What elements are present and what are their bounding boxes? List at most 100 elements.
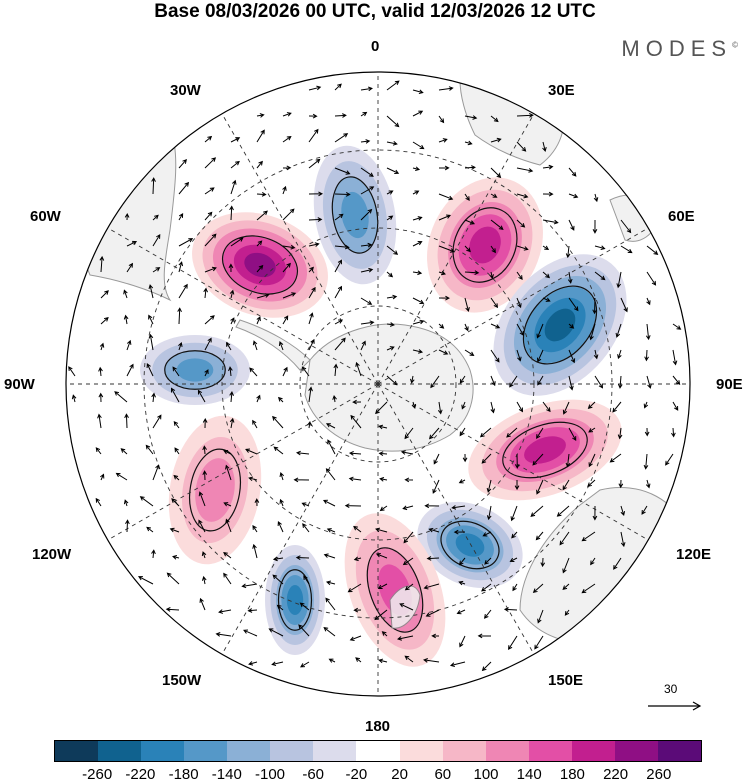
- wind-arrow: [562, 401, 570, 415]
- wind-arrow: [198, 519, 206, 533]
- wind-arrow: [279, 472, 284, 481]
- wind-arrow: [349, 635, 362, 641]
- anomaly-contour: [244, 252, 276, 278]
- colorbar-cell: [270, 741, 314, 761]
- wind-arrow: [453, 529, 466, 535]
- wind-arrow: [536, 427, 544, 440]
- wind-arrow: [404, 477, 414, 483]
- wind-arrow: [438, 193, 454, 201]
- meridian-line: [377, 383, 649, 541]
- wind-arrow: [197, 389, 206, 403]
- wind-arrow: [204, 157, 217, 169]
- latitude-circle: [299, 305, 457, 463]
- wind-arrow: [272, 415, 284, 429]
- wind-arrow: [225, 464, 232, 481]
- wind-arrow: [173, 474, 180, 481]
- wind-arrow: [360, 242, 373, 248]
- wind-arrow: [126, 240, 138, 247]
- wind-arrow: [277, 396, 284, 403]
- colorbar-tick-label: 180: [559, 766, 585, 783]
- wind-arrow: [464, 140, 473, 146]
- wind-arrow: [620, 245, 633, 254]
- wind-arrow: [98, 392, 104, 403]
- wind-arrow: [334, 133, 349, 143]
- anomaly-contour: [455, 533, 485, 557]
- wind-arrow: [404, 427, 414, 440]
- wind-arrow: [490, 167, 502, 179]
- wind-arrow: [564, 609, 570, 616]
- wind-arrow: [276, 604, 284, 611]
- wind-arrow: [671, 427, 676, 438]
- meridian-line: [221, 113, 379, 385]
- brand-name: MODES: [621, 36, 733, 61]
- wind-arrow: [386, 190, 394, 195]
- wind-arrow: [243, 629, 258, 637]
- wind-arrow: [252, 419, 258, 429]
- wind-arrow: [355, 657, 362, 663]
- wind-arrow: [204, 315, 215, 325]
- wind-arrow: [245, 448, 258, 455]
- wind-arrow: [171, 498, 180, 507]
- wind-arrow: [334, 213, 344, 221]
- wind-arrow: [412, 216, 423, 221]
- anomaly-neg-160w: [265, 545, 325, 655]
- wind-arrow: [272, 556, 284, 562]
- wind-arrow: [303, 575, 310, 585]
- wind-arrow: [530, 505, 544, 517]
- colorbar-tick-label: -20: [345, 766, 368, 783]
- wind-arrow: [490, 297, 499, 309]
- wind-arrow: [672, 375, 681, 385]
- wind-arrow: [360, 267, 374, 273]
- wind-arrow: [381, 631, 388, 637]
- wind-arrow: [562, 583, 570, 590]
- wind-arrow: [484, 557, 492, 565]
- wind-arrow: [301, 366, 310, 377]
- wind-arrow: [516, 167, 534, 173]
- colorbar-cell: [141, 741, 185, 761]
- lon-label-90e: 90E: [716, 376, 743, 393]
- wind-arrow: [428, 427, 440, 440]
- anomaly-neg-east-of-0: [313, 145, 397, 285]
- wind-arrow: [204, 135, 213, 143]
- wind-arrow: [412, 89, 424, 95]
- wind-arrow: [594, 271, 606, 281]
- wind-arrow: [612, 401, 622, 413]
- colorbar-cell: [571, 741, 615, 761]
- wind-arrow: [256, 160, 263, 169]
- wind-arrow: [412, 110, 424, 117]
- wind-arrow: [249, 367, 258, 377]
- wind-arrow: [438, 86, 454, 91]
- wind-arrow: [665, 453, 674, 466]
- colorbar-tick-label: 20: [391, 766, 408, 783]
- wind-arrow: [202, 418, 208, 429]
- wind-arrow: [404, 583, 414, 591]
- wind-arrow: [592, 219, 598, 234]
- wind-arrow: [581, 531, 596, 542]
- wind-arrow: [542, 191, 554, 197]
- wind-arrow: [464, 270, 480, 275]
- wind-arrow: [353, 525, 362, 533]
- wind-arrow: [459, 375, 466, 384]
- wind-arrow: [145, 444, 154, 455]
- wind-arrow: [432, 479, 440, 494]
- wind-arrow: [360, 139, 371, 144]
- wind-arrow: [256, 129, 265, 143]
- wind-arrow: [323, 626, 336, 637]
- wind-arrow: [542, 219, 559, 225]
- lon-label-60e: 60E: [668, 208, 695, 225]
- wind-arrow: [334, 337, 346, 351]
- map-boundary: [65, 71, 691, 697]
- wind-arrow: [403, 531, 414, 544]
- wind-arrow: [124, 212, 130, 221]
- colorbar-tick-label: -140: [211, 766, 242, 783]
- colorbar-tick-label: -260: [82, 766, 113, 783]
- wind-arrow: [464, 193, 470, 202]
- wind-arrow: [282, 366, 288, 377]
- wind-arrow: [540, 557, 546, 568]
- wind-arrow: [360, 186, 375, 195]
- wind-arrow: [325, 597, 336, 611]
- wind-arrow: [386, 346, 395, 351]
- streamline-loop: [502, 421, 588, 479]
- wind-arrow: [386, 80, 400, 91]
